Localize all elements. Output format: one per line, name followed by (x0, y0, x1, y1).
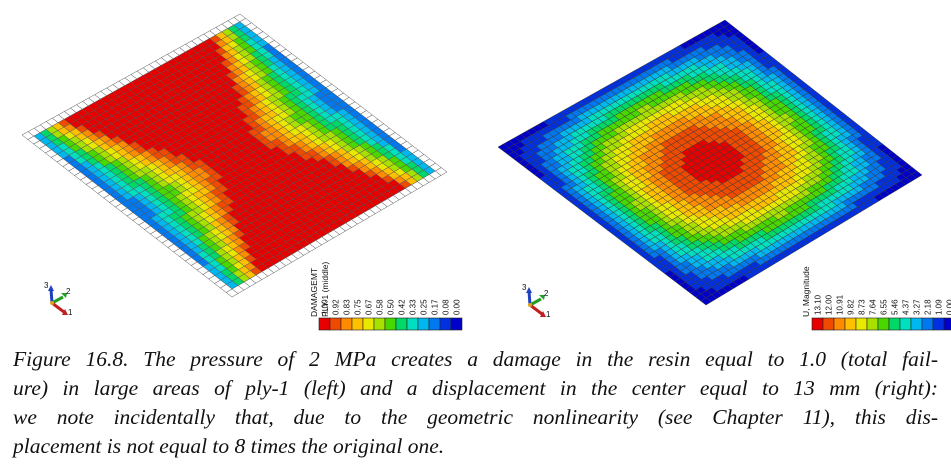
legend-swatch (866, 317, 879, 331)
damage-legend: DAMAGEMT PLY-1 (middle) 1.00 0.92 0.83 0.75… (309, 262, 463, 331)
legend-swatch (822, 317, 835, 331)
legend-value: 1.00 (320, 299, 329, 315)
legend-swatch (877, 317, 890, 331)
legend-swatch (428, 317, 441, 331)
caption-line-3: we note incidentally that, due to the ge… (13, 405, 938, 429)
caption-line-4: placement is not equal to 8 times the or… (13, 434, 445, 458)
caption-line-2: ure) in large areas of ply-1 (left) and … (13, 376, 938, 400)
legend-swatch (910, 317, 923, 331)
displacement-legend-values: 13.10 12.00 10.91 9.82 8.73 7.64 6.55 5.46 4.37 3… (813, 294, 951, 315)
legend-swatch (844, 317, 857, 331)
legend-value: 0.92 (331, 299, 340, 315)
legend-value: 0.17 (430, 299, 439, 315)
legend-value: 3.27 (912, 299, 921, 315)
legend-value: 13.10 (813, 294, 822, 315)
legend-value: 0.25 (419, 299, 428, 315)
legend-swatch (395, 317, 408, 331)
left-triad-label-2: 2 (66, 287, 71, 296)
legend-value: 0.08 (441, 299, 450, 315)
legend-swatch (351, 317, 364, 331)
displacement-plot (497, 19, 923, 306)
legend-value: 7.64 (868, 299, 877, 315)
damage-legend-title: DAMAGEMT (309, 268, 319, 317)
legend-value: 8.73 (857, 299, 866, 315)
right-triad-label-3: 3 (522, 283, 527, 292)
damage-legend-values: 1.00 0.92 0.83 0.75 0.67 0.58 0.50 0.42 0.33 0.25… (320, 299, 461, 315)
legend-swatch (329, 317, 342, 331)
legend-value: 9.82 (846, 299, 855, 315)
legend-value: 0.50 (386, 299, 395, 315)
damage-legend-subtitle: PLY-1 (middle) (320, 262, 330, 317)
legend-value: 0.58 (375, 299, 384, 315)
legend-value: 1.09 (934, 299, 943, 315)
left-triad-label-1: 1 (68, 308, 73, 317)
legend-value: 0.75 (353, 299, 362, 315)
mesh-element (700, 297, 712, 306)
right-triad-label-2: 2 (544, 289, 549, 298)
damage-plot (21, 13, 448, 298)
legend-swatch (362, 317, 375, 331)
legend-value: 12.00 (824, 294, 833, 315)
legend-swatch (318, 317, 331, 331)
legend-value: 0.42 (397, 299, 406, 315)
legend-swatch (855, 317, 868, 331)
legend-value: 0.00 (452, 299, 461, 315)
damage-legend-colorbar (318, 317, 463, 331)
legend-swatch (943, 317, 951, 331)
legend-swatch (921, 317, 934, 331)
legend-swatch (450, 317, 463, 331)
legend-swatch (888, 317, 901, 331)
legend-value: 0.00 (945, 299, 951, 315)
legend-swatch (833, 317, 846, 331)
legend-value: 5.46 (890, 299, 899, 315)
mesh-element (225, 288, 239, 298)
right-axis-triad: 3 2 1 (522, 283, 551, 319)
damage-plate-mesh (21, 13, 448, 298)
legend-value: 0.83 (342, 299, 351, 315)
legend-value: 2.18 (923, 299, 932, 315)
figure-caption: Figure 16.8. The pressure of 2 MPa creat… (13, 345, 938, 461)
legend-swatch (811, 317, 824, 331)
displacement-plate-mesh (497, 19, 923, 306)
right-triad-label-1: 1 (546, 310, 551, 319)
left-triad-label-3: 3 (44, 281, 49, 290)
legend-swatch (384, 317, 397, 331)
legend-swatch (417, 317, 430, 331)
legend-swatch (340, 317, 353, 331)
left-axis-triad: 3 2 1 (44, 281, 73, 317)
legend-value: 0.67 (364, 299, 373, 315)
legend-swatch (899, 317, 912, 331)
legend-swatch (373, 317, 386, 331)
legend-swatch (439, 317, 452, 331)
legend-swatch (932, 317, 945, 331)
caption-line-1: Figure 16.8. The pressure of 2 MPa creat… (13, 347, 938, 371)
legend-value: 4.37 (901, 299, 910, 315)
legend-value: 10.91 (835, 294, 844, 315)
displacement-legend-colorbar (811, 317, 951, 331)
legend-value: 0.33 (408, 299, 417, 315)
legend-swatch (406, 317, 419, 331)
displacement-legend: U, Magnitude 13.10 12.00 10.91 9.82 8.73 7.64… (801, 266, 951, 331)
displacement-legend-title: U, Magnitude (801, 266, 811, 317)
legend-value: 6.55 (879, 299, 888, 315)
